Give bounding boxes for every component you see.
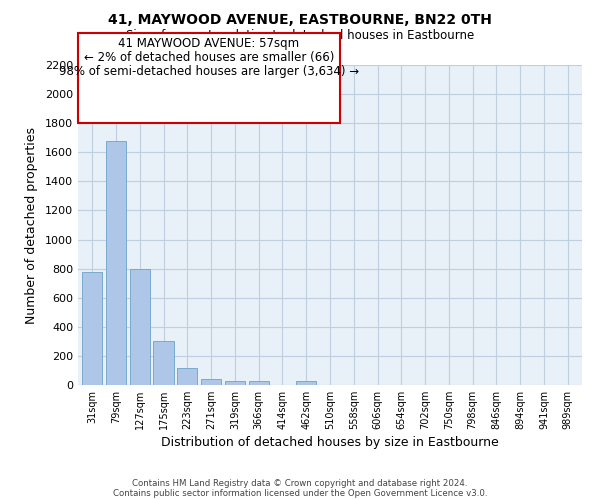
Text: 98% of semi-detached houses are larger (3,634) →: 98% of semi-detached houses are larger (… <box>59 66 359 78</box>
Bar <box>177 368 197 385</box>
Bar <box>296 382 316 385</box>
Bar <box>201 379 221 385</box>
Bar <box>106 140 126 385</box>
Y-axis label: Number of detached properties: Number of detached properties <box>25 126 38 324</box>
X-axis label: Distribution of detached houses by size in Eastbourne: Distribution of detached houses by size … <box>161 436 499 449</box>
Text: Size of property relative to detached houses in Eastbourne: Size of property relative to detached ho… <box>126 29 474 42</box>
Bar <box>82 272 103 385</box>
Text: 41, MAYWOOD AVENUE, EASTBOURNE, BN22 0TH: 41, MAYWOOD AVENUE, EASTBOURNE, BN22 0TH <box>108 12 492 26</box>
Text: 41 MAYWOOD AVENUE: 57sqm: 41 MAYWOOD AVENUE: 57sqm <box>118 38 299 51</box>
Bar <box>225 380 245 385</box>
Bar <box>130 268 150 385</box>
Text: Contains HM Land Registry data © Crown copyright and database right 2024.: Contains HM Land Registry data © Crown c… <box>132 478 468 488</box>
Bar <box>154 342 173 385</box>
Text: ← 2% of detached houses are smaller (66): ← 2% of detached houses are smaller (66) <box>84 52 334 64</box>
Bar <box>248 382 269 385</box>
Text: Contains public sector information licensed under the Open Government Licence v3: Contains public sector information licen… <box>113 488 487 498</box>
